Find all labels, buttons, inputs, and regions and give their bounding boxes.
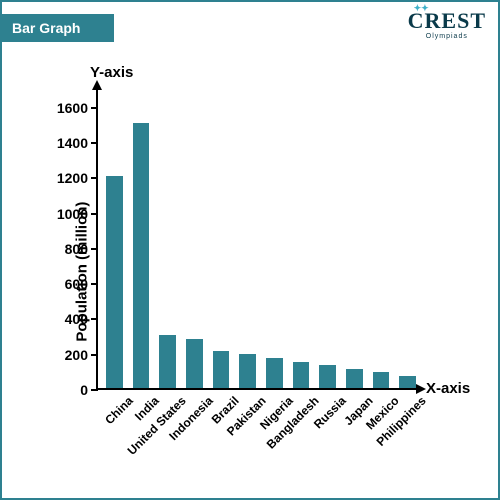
header-tab-label: Bar Graph <box>12 20 80 36</box>
logo-accent-icon: ✦✦ <box>414 4 429 13</box>
chart-area: Population (million) Y-axis 020040060080… <box>12 62 488 488</box>
bar <box>133 123 150 388</box>
bar <box>266 358 283 388</box>
y-tick-label: 1600 <box>57 100 88 116</box>
y-tick <box>91 142 98 144</box>
y-tick-label: 1000 <box>57 206 88 222</box>
y-tick-label: 1200 <box>57 170 88 186</box>
bar <box>239 354 256 388</box>
y-tick <box>91 213 98 215</box>
bar <box>346 369 363 388</box>
y-tick <box>91 318 98 320</box>
y-tick <box>91 248 98 250</box>
y-tick-label: 600 <box>65 276 88 292</box>
y-tick <box>91 177 98 179</box>
y-tick-label: 800 <box>65 241 88 257</box>
bar <box>213 351 230 388</box>
bar <box>159 335 176 388</box>
brand-logo: ✦✦ CREST Olympiads <box>408 10 486 40</box>
y-tick-label: 0 <box>80 382 88 398</box>
bar <box>293 362 310 388</box>
y-tick <box>91 107 98 109</box>
header-tab: Bar Graph <box>2 14 114 42</box>
x-axis-tag: X-axis <box>426 380 470 397</box>
y-axis-tag: Y-axis <box>90 64 133 81</box>
bar <box>373 372 390 388</box>
bar <box>399 376 416 388</box>
y-tick <box>91 283 98 285</box>
logo-sub-text: Olympiads <box>408 33 486 40</box>
y-tick-label: 400 <box>65 311 88 327</box>
bar <box>319 365 336 388</box>
y-tick-label: 200 <box>65 347 88 363</box>
logo-main-text: ✦✦ CREST <box>408 10 486 32</box>
y-axis-arrow-icon <box>92 80 102 90</box>
bar <box>106 176 123 388</box>
y-tick <box>91 354 98 356</box>
plot-region: 02004006008001000120014001600ChinaIndiaU… <box>96 90 416 390</box>
outer-frame: Bar Graph ✦✦ CREST Olympiads Population … <box>0 0 500 500</box>
y-tick <box>91 389 98 391</box>
y-tick-label: 1400 <box>57 135 88 151</box>
bar <box>186 339 203 388</box>
